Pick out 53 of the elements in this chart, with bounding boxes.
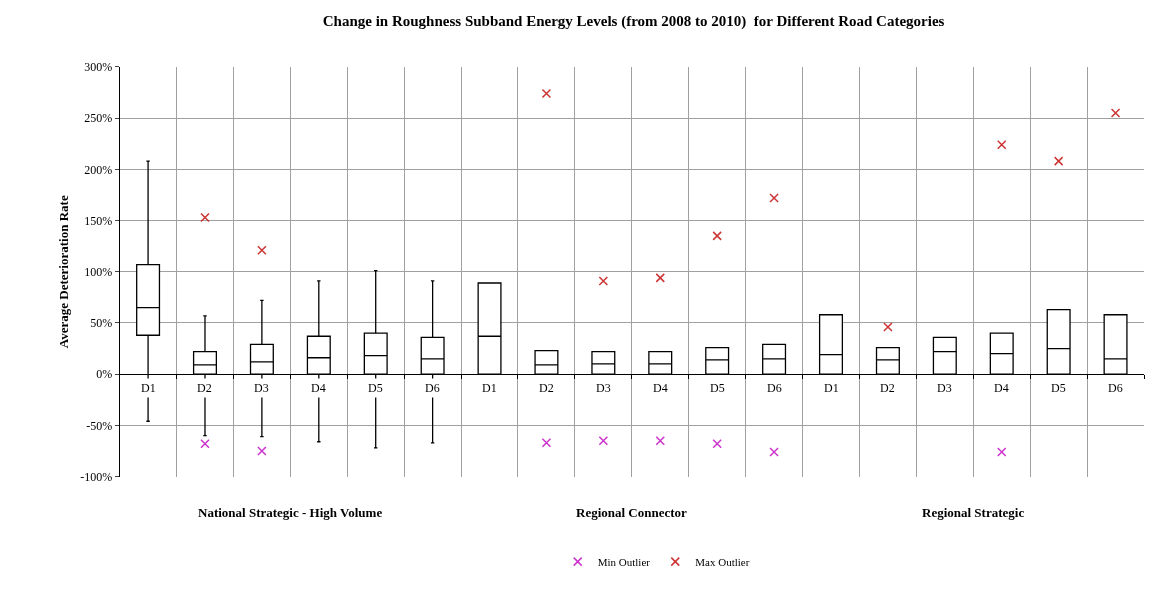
point <box>257 245 267 255</box>
point <box>541 88 552 99</box>
point <box>712 439 722 449</box>
point <box>769 193 779 203</box>
legend-label: Max Outlier <box>695 555 750 568</box>
point <box>1053 156 1064 166</box>
x-tick-label: D6 <box>767 381 782 395</box>
y-axis-title: Average Deterioration Rate <box>56 195 72 349</box>
point <box>996 447 1007 457</box>
y-tick-label: 150% <box>84 213 113 228</box>
x-tick-label: D1 <box>824 381 839 395</box>
x-tick-label: D6 <box>425 381 440 395</box>
legend-label: Min Outlier <box>597 555 651 568</box>
x-tick-label: D2 <box>197 381 212 395</box>
point <box>200 439 210 449</box>
y-tick-label: -50% <box>86 418 113 433</box>
text: Regional Connector <box>576 505 688 520</box>
point <box>598 435 609 446</box>
x-tick-label: D6 <box>1108 381 1123 395</box>
x-tick-label: D4 <box>653 381 668 395</box>
point <box>769 447 779 457</box>
point <box>655 273 666 283</box>
x-tick-label: D4 <box>311 381 326 395</box>
y-tick-label: 50% <box>90 316 113 331</box>
point <box>712 231 722 241</box>
x-tick-label: D5 <box>710 381 725 395</box>
y-tick-label: 250% <box>84 111 113 126</box>
x-tick-label: D3 <box>596 381 611 395</box>
point <box>200 212 210 223</box>
y-tick-label: -100% <box>80 469 113 484</box>
y-tick-label: 100% <box>84 264 113 279</box>
point <box>883 322 893 332</box>
point <box>598 276 609 286</box>
y-tick-label: 200% <box>84 162 113 177</box>
x-tick-label: D4 <box>994 381 1009 395</box>
x-tick-label: D2 <box>880 381 895 395</box>
x-tick-label: D3 <box>937 381 952 395</box>
text: Regional Strategic <box>922 505 1025 520</box>
chart-title: Change in Roughness Subband Energy Levels (from 2008 to 2010) for Different Road Categories <box>322 12 945 30</box>
point <box>257 446 267 456</box>
x-tick-label: D1 <box>482 381 497 395</box>
text: National Strategic - High Volume <box>198 505 383 520</box>
x-tick-label: D3 <box>254 381 269 395</box>
x-tick-label: D2 <box>539 381 554 395</box>
point <box>996 139 1007 150</box>
point <box>541 438 552 448</box>
x-tick-label: D5 <box>1051 381 1066 395</box>
x-tick-label: D5 <box>368 381 383 395</box>
point <box>1110 108 1121 118</box>
y-tick-label: 300% <box>84 60 113 75</box>
point <box>655 435 666 446</box>
x-tick-label: D1 <box>141 381 156 395</box>
y-tick-label: 0% <box>96 367 113 382</box>
